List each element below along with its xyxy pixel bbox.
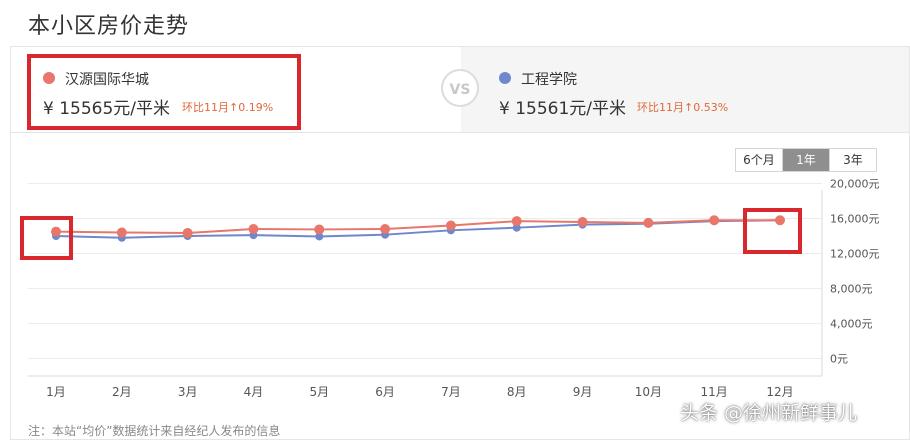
watermark: 头条 @徐州新鲜事儿 (680, 402, 858, 424)
page-title: 本小区房价走势 (28, 14, 190, 39)
left-change: 环比11月↑0.19% (182, 101, 274, 114)
y-tick-label: 12,000元 (830, 248, 880, 261)
data-point-s0-1[interactable] (116, 227, 127, 238)
y-tick-label: 4,000元 (830, 318, 873, 331)
left-community-name: 汉源国际华城 (65, 72, 149, 88)
compare-right[interactable]: 工程学院 ¥ 15561元/平米 环比11月↑0.53% (461, 47, 909, 132)
highlight-box-left-summary (27, 54, 301, 130)
data-point-s0-9[interactable] (643, 217, 654, 228)
data-point-s0-11[interactable] (775, 215, 785, 226)
left-price: ¥ 15565元/平米 (43, 99, 171, 119)
tab-6-months[interactable]: 6个月 (736, 149, 783, 171)
footnote: 注：本站“均价”数据统计来自经纪人发布的信息 (28, 424, 281, 438)
y-tick-label: 16,000元 (830, 213, 880, 226)
data-point-s0-3[interactable] (248, 224, 259, 234)
left-series-dot (43, 72, 55, 84)
x-tick-label: 9月 (573, 385, 593, 399)
right-change: 环比11月↑0.53% (637, 101, 729, 114)
data-point-s0-10[interactable] (709, 215, 720, 226)
highlight-box-december (743, 208, 802, 254)
price-trend-panel: 汉源国际华城 ¥ 15565元/平米 环比11月↑0.19% 工程学院 ¥ 15… (10, 46, 910, 440)
x-tick-label: 3月 (178, 385, 198, 399)
data-point-s0-8[interactable] (577, 217, 588, 227)
compare-left[interactable]: 汉源国际华城 ¥ 15565元/平米 环比11月↑0.19% (11, 47, 461, 132)
highlight-box-january (20, 216, 73, 260)
x-tick-label: 5月 (309, 385, 329, 399)
right-price: ¥ 15561元/平米 (499, 99, 627, 119)
right-community-name: 工程学院 (521, 72, 577, 88)
x-tick-label: 6月 (375, 385, 395, 399)
y-tick-label: 20,000元 (830, 178, 880, 191)
tab-1-year[interactable]: 1年 (783, 149, 830, 171)
data-point-s0-5[interactable] (380, 224, 391, 234)
data-point-s0-4[interactable] (314, 224, 325, 235)
range-tabs: 6个月 1年 3年 (735, 148, 877, 172)
x-tick-label: 4月 (244, 385, 264, 399)
data-point-s1-4[interactable] (315, 232, 324, 241)
compare-bar: 汉源国际华城 ¥ 15565元/平米 环比11月↑0.19% 工程学院 ¥ 15… (11, 47, 909, 133)
series-line-0 (55, 219, 780, 234)
x-tick-label: 8月 (507, 385, 527, 399)
data-point-s0-7[interactable] (511, 216, 522, 227)
x-tick-label: 12月 (766, 385, 793, 399)
y-tick-label: 8,000元 (830, 283, 873, 296)
tab-3-years[interactable]: 3年 (830, 149, 876, 171)
y-tick-label: 0元 (830, 353, 848, 366)
x-tick-label: 2月 (112, 385, 132, 399)
vs-badge: VS (441, 69, 479, 107)
data-point-s0-2[interactable] (182, 227, 193, 238)
x-tick-label: 1月 (46, 385, 66, 399)
x-tick-label: 10月 (635, 385, 662, 399)
data-point-s0-6[interactable] (445, 220, 456, 231)
data-point-s0-0[interactable] (51, 226, 61, 237)
right-series-dot (499, 72, 511, 84)
x-tick-label: 7月 (441, 385, 461, 399)
x-tick-label: 11月 (701, 385, 728, 399)
